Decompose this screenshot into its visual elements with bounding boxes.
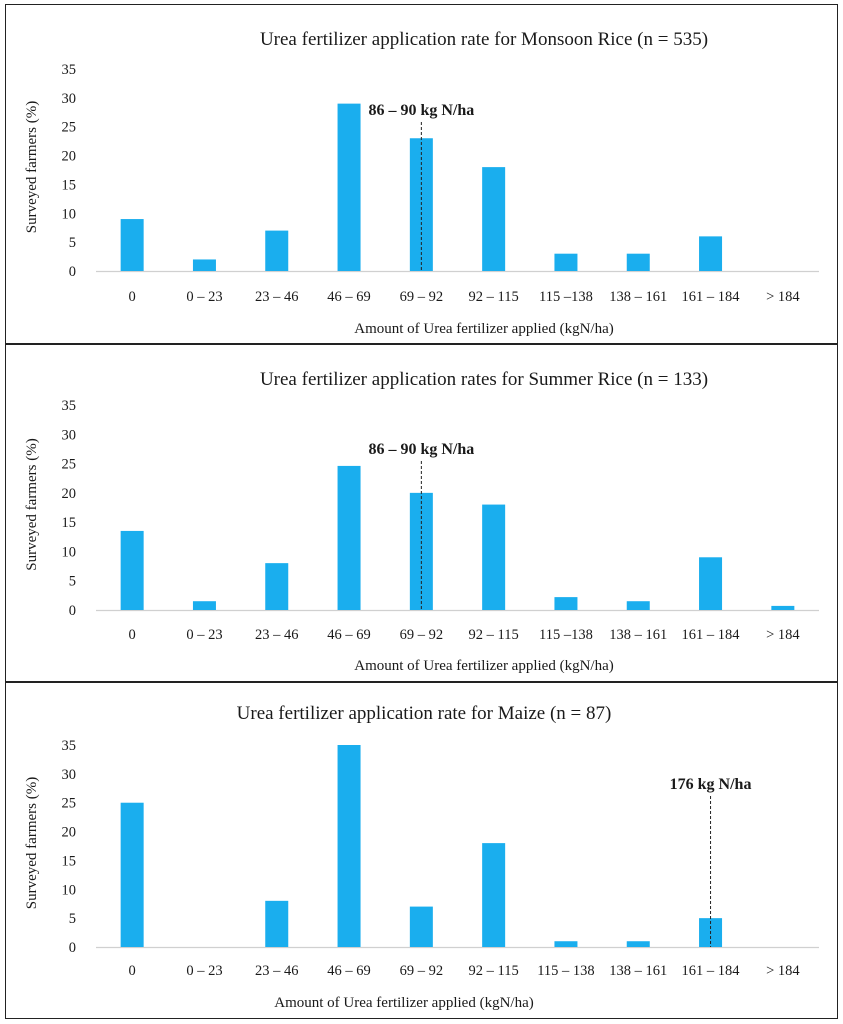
chart-title: Urea fertilizer application rate for Mon…: [260, 29, 708, 50]
bar: [626, 601, 650, 610]
annotation-label: 86 – 90 kg N/ha: [368, 102, 474, 119]
x-tick-label: 161 – 184: [682, 627, 741, 643]
y-tick-label: 0: [69, 264, 76, 280]
x-tick-label: 161 – 184: [682, 289, 741, 305]
x-tick-label: 69 – 92: [400, 963, 444, 979]
x-tick-label: 69 – 92: [400, 627, 444, 643]
x-tick-label: 115 –138: [539, 289, 593, 305]
bar: [265, 230, 289, 271]
x-tick-label: 92 – 115: [469, 963, 519, 979]
chart-svg: Urea fertilizer application rate for Mon…: [24, 29, 819, 337]
bar: [409, 906, 433, 947]
x-tick-label: 138 – 161: [609, 963, 667, 979]
bar: [699, 557, 723, 610]
y-tick-label: 5: [69, 574, 76, 590]
bar: [626, 941, 650, 947]
x-axis-label: Amount of Urea fertilizer applied (kgN/h…: [274, 995, 533, 1011]
y-tick-label: 10: [62, 882, 77, 898]
x-tick-label: 161 – 184: [682, 963, 741, 979]
y-tick-label: 5: [69, 911, 76, 927]
x-tick-label: 115 – 138: [537, 963, 594, 979]
x-tick-label: 0: [129, 289, 136, 305]
x-tick-label: 0 – 23: [186, 289, 222, 305]
bar: [771, 605, 795, 610]
bar: [337, 103, 361, 271]
y-tick-label: 0: [69, 940, 76, 956]
x-tick-label: 46 – 69: [327, 289, 371, 305]
x-tick-label: 0: [129, 627, 136, 643]
y-tick-label: 15: [62, 853, 77, 869]
x-tick-label: 23 – 46: [255, 289, 299, 305]
bar: [554, 941, 578, 947]
bar: [626, 253, 650, 271]
bar: [482, 843, 506, 947]
x-tick-label: > 184: [766, 627, 800, 643]
x-axis-label: Amount of Urea fertilizer applied (kgN/h…: [354, 321, 613, 337]
y-tick-label: 5: [69, 235, 76, 251]
bar: [265, 900, 289, 947]
chart-panel-maize: Urea fertilizer application rate for Mai…: [5, 682, 838, 1019]
y-tick-label: 35: [62, 398, 77, 414]
bar: [554, 597, 578, 610]
bar: [337, 465, 361, 610]
bar: [337, 745, 361, 947]
y-axis-label: Surveyed farmers (%): [24, 101, 40, 233]
y-tick-label: 15: [62, 177, 77, 193]
bar: [120, 802, 144, 947]
x-tick-label: > 184: [766, 963, 800, 979]
x-tick-label: > 184: [766, 289, 800, 305]
bar: [120, 219, 144, 271]
x-tick-label: 23 – 46: [255, 627, 299, 643]
annotation-label: 176 kg N/ha: [670, 776, 752, 793]
x-tick-label: 115 –138: [539, 627, 593, 643]
x-tick-label: 0 – 23: [186, 627, 222, 643]
x-tick-label: 69 – 92: [400, 289, 444, 305]
chart-svg: Urea fertilizer application rates for Su…: [24, 369, 819, 674]
y-axis-label: Surveyed farmers (%): [24, 438, 40, 570]
y-tick-label: 30: [62, 427, 77, 443]
chart-panel-summer-rice: Urea fertilizer application rates for Su…: [5, 344, 838, 682]
bar: [192, 259, 216, 271]
y-tick-label: 35: [62, 738, 77, 754]
y-tick-label: 25: [62, 796, 77, 812]
y-tick-label: 20: [62, 486, 77, 502]
y-axis-label: Surveyed farmers (%): [24, 777, 40, 909]
bar: [482, 504, 506, 610]
y-tick-label: 20: [62, 825, 77, 841]
bar: [265, 563, 289, 610]
y-tick-label: 25: [62, 120, 77, 136]
x-tick-label: 0 – 23: [186, 963, 222, 979]
y-tick-label: 25: [62, 457, 77, 473]
y-tick-label: 10: [62, 206, 77, 222]
bar: [554, 253, 578, 271]
bar: [120, 530, 144, 610]
x-tick-label: 138 – 161: [609, 289, 667, 305]
bar: [482, 167, 506, 271]
y-tick-label: 10: [62, 544, 77, 560]
y-tick-label: 0: [69, 603, 76, 619]
x-tick-label: 138 – 161: [609, 627, 667, 643]
y-tick-label: 20: [62, 149, 77, 165]
bar: [192, 601, 216, 610]
y-tick-label: 15: [62, 515, 77, 531]
y-tick-label: 35: [62, 62, 77, 78]
chart-svg: Urea fertilizer application rate for Mai…: [24, 703, 819, 1011]
bar: [699, 236, 723, 271]
x-tick-label: 46 – 69: [327, 963, 371, 979]
x-tick-label: 92 – 115: [469, 289, 519, 305]
x-tick-label: 0: [129, 963, 136, 979]
annotation-label: 86 – 90 kg N/ha: [368, 441, 474, 458]
x-tick-label: 23 – 46: [255, 963, 299, 979]
chart-title: Urea fertilizer application rate for Mai…: [237, 703, 612, 724]
x-tick-label: 46 – 69: [327, 627, 371, 643]
y-tick-label: 30: [62, 91, 77, 107]
x-tick-label: 92 – 115: [469, 627, 519, 643]
y-tick-label: 30: [62, 767, 77, 783]
chart-title: Urea fertilizer application rates for Su…: [260, 369, 708, 390]
x-axis-label: Amount of Urea fertilizer applied (kgN/h…: [354, 658, 613, 674]
chart-panel-monsoon-rice: Urea fertilizer application rate for Mon…: [5, 4, 838, 344]
